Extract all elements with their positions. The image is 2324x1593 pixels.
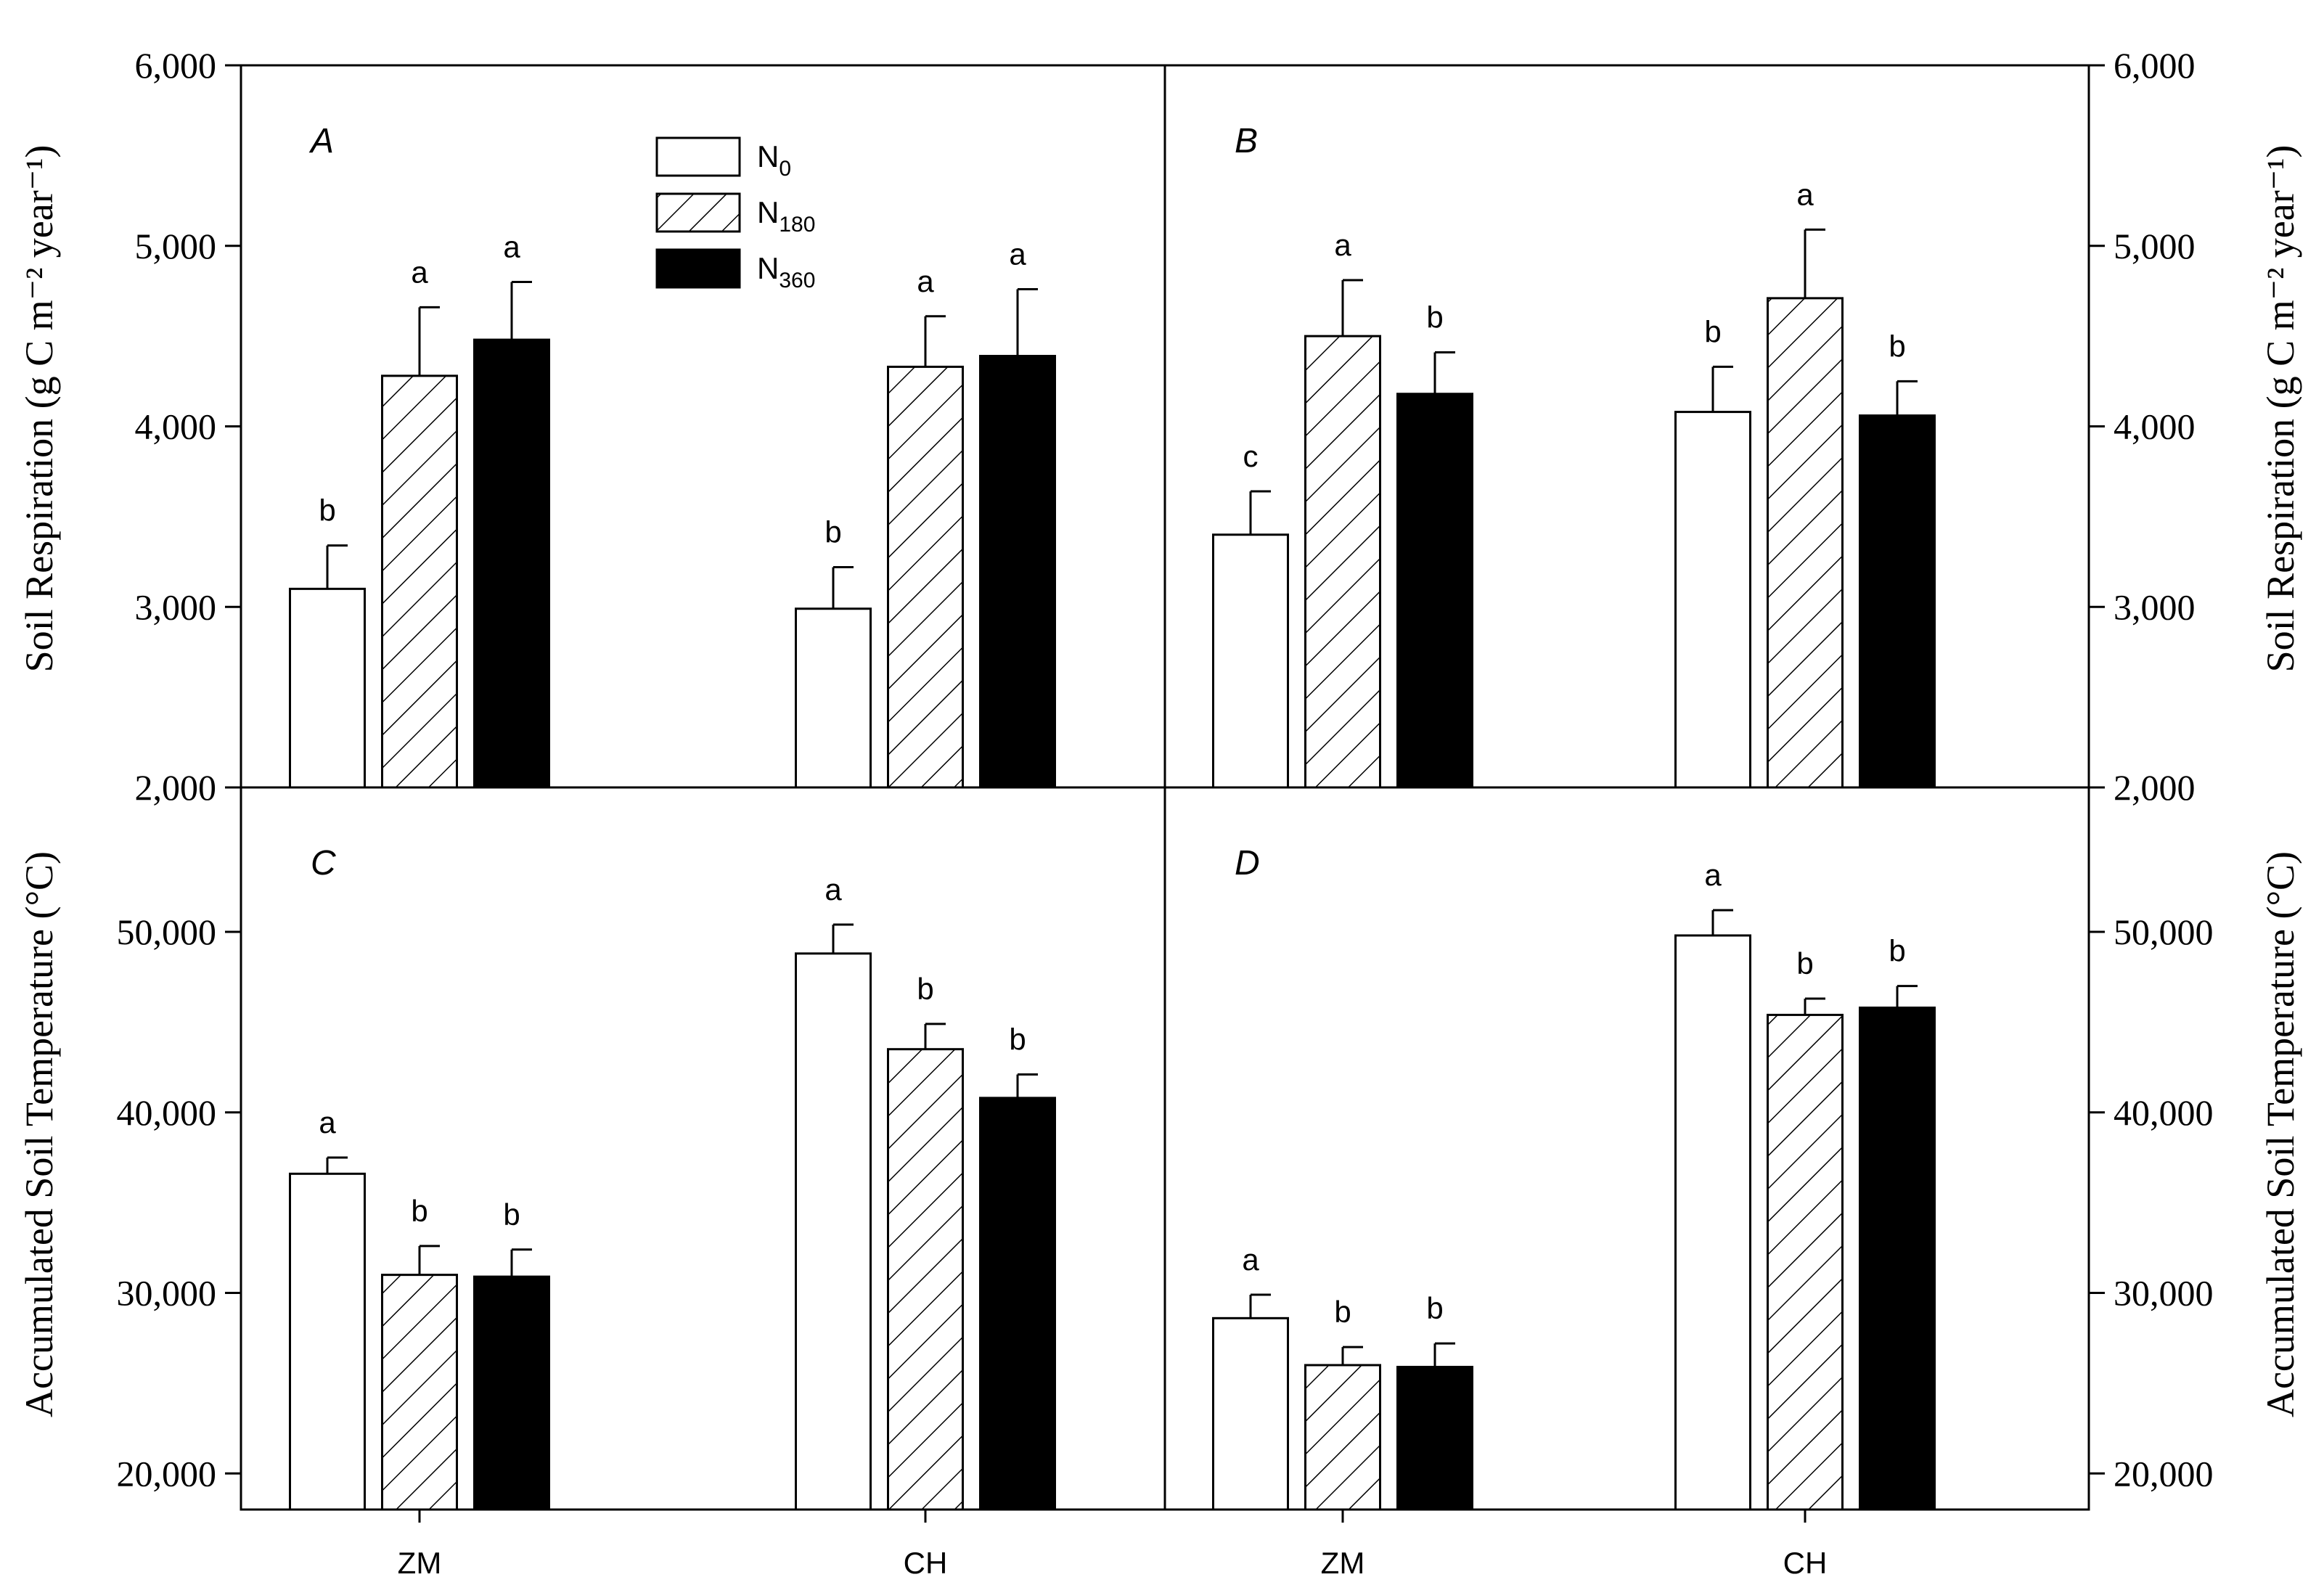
significance-letter: a: [411, 255, 428, 289]
bar-n0: [795, 607, 872, 789]
bar-n180: [1304, 1364, 1381, 1511]
x-tick-label: ZM: [398, 1546, 442, 1580]
significance-letter: b: [503, 1197, 520, 1232]
bar-n0: [1674, 934, 1751, 1511]
y-tick-label: 3,000: [135, 586, 217, 627]
y-tick-label: 40,000: [117, 1092, 217, 1133]
bar-n0: [1212, 1316, 1289, 1511]
x-tick-label: CH: [1783, 1546, 1828, 1580]
panel-label: D: [1235, 844, 1260, 883]
legend-label-subscript: 180: [779, 213, 815, 237]
y-tick-label: 4,000: [135, 406, 217, 447]
legend-label-n360: N360: [757, 251, 815, 292]
bar-n0: [1212, 533, 1289, 789]
significance-letter: b: [1334, 1295, 1351, 1329]
legend-label-subscript: 360: [779, 269, 815, 292]
significance-letter: a: [825, 872, 842, 906]
y-tick-label: 50,000: [2114, 912, 2214, 952]
legend-swatch-n0: [655, 136, 741, 177]
bar-n180: [381, 1274, 458, 1511]
significance-letter: b: [917, 972, 933, 1006]
significance-letter: a: [1242, 1242, 1259, 1277]
bar-n180: [1767, 297, 1844, 789]
legend-label-base: N: [757, 251, 779, 285]
y-tick-label: 30,000: [117, 1273, 217, 1314]
bar-n360: [1859, 414, 1936, 789]
bar-n0: [289, 587, 366, 789]
y-tick-label: 50,000: [117, 912, 217, 952]
significance-letter: b: [1889, 934, 1905, 968]
significance-letter: b: [1889, 329, 1905, 363]
bar-n180: [381, 374, 458, 789]
bar-n360: [979, 1097, 1056, 1511]
right-axis-title-bottom: Accumulated Soil Temperature (°C): [2259, 851, 2302, 1417]
y-tick-label: 30,000: [2114, 1273, 2214, 1314]
bar-n0: [795, 952, 872, 1511]
y-tick-label: 6,000: [2114, 45, 2196, 86]
panel-d: D 20,000 30,000 40,000 50,000 a b b ZM a b b CH: [1212, 844, 2214, 1580]
legend-label-subscript: 0: [779, 157, 791, 181]
bar-n0: [1674, 411, 1751, 789]
frame: [240, 64, 2090, 1511]
right-axis-title-top: Soil Respiration (g C m⁻² year⁻¹): [2259, 145, 2302, 673]
bar-n360: [1396, 393, 1473, 789]
significance-letter: b: [1704, 314, 1721, 348]
y-tick-label: 6,000: [135, 45, 217, 86]
panels: A 2,000 3,000 4,000 5,000 6,000 b a a b a a B 2,000 3,…: [117, 45, 2214, 1580]
significance-letter: b: [1426, 300, 1443, 335]
y-tick-label: 2,000: [2114, 767, 2196, 808]
legend-label-base: N: [757, 195, 779, 229]
bar-n360: [473, 1275, 550, 1511]
significance-letter: b: [319, 494, 335, 528]
significance-letter: b: [1009, 1023, 1026, 1057]
panel-label: B: [1235, 122, 1258, 160]
legend-label-base: N: [757, 139, 779, 173]
y-tick-label: 3,000: [2114, 586, 2196, 627]
y-tick-label: 2,000: [135, 767, 217, 808]
significance-letter: b: [411, 1194, 427, 1228]
panel-a: A 2,000 3,000 4,000 5,000 6,000 b a a b a a: [135, 45, 1056, 808]
legend-label-n0: N0: [757, 139, 791, 181]
bar-n0: [289, 1172, 366, 1511]
bar-n360: [1859, 1006, 1936, 1511]
significance-letter: a: [917, 264, 934, 298]
significance-letter: b: [1426, 1291, 1443, 1325]
significance-letter: b: [1796, 946, 1813, 980]
bar-n360: [1396, 1365, 1473, 1511]
left-axis-title-top: Soil Respiration (g C m⁻² year⁻¹): [17, 145, 61, 673]
significance-letter: a: [1334, 228, 1351, 262]
y-tick-label: 20,000: [117, 1453, 217, 1494]
legend-swatch-n360: [655, 248, 741, 289]
left-axis-title-bottom: Accumulated Soil Temperature (°C): [17, 851, 61, 1417]
x-tick-label: ZM: [1321, 1546, 1365, 1580]
panel-label: A: [308, 122, 334, 160]
significance-letter: a: [1704, 858, 1722, 892]
y-tick-label: 40,000: [2114, 1092, 2214, 1133]
bar-n180: [887, 365, 964, 789]
y-tick-label: 4,000: [2114, 406, 2196, 447]
significance-letter: a: [1796, 177, 1814, 211]
significance-letter: a: [1009, 237, 1026, 271]
x-tick-label: CH: [904, 1546, 948, 1580]
bar-n360: [979, 354, 1056, 789]
y-tick-label: 5,000: [2114, 226, 2196, 266]
legend-swatch-n180: [655, 192, 741, 233]
significance-letter: a: [319, 1105, 336, 1139]
panel-c: C 20,000 30,000 40,000 50,000 a b b ZM a b b CH: [117, 844, 1056, 1580]
bar-n180: [1767, 1013, 1844, 1511]
y-tick-label: 20,000: [2114, 1453, 2214, 1494]
significance-letter: c: [1243, 439, 1259, 473]
bar-n180: [1304, 335, 1381, 789]
legend-label-n180: N180: [757, 195, 815, 237]
y-tick-label: 5,000: [135, 226, 217, 266]
significance-letter: a: [503, 230, 520, 264]
panel-b: B 2,000 3,000 4,000 5,000 6,000 c a b b a b: [1212, 45, 2196, 808]
bar-n180: [887, 1048, 964, 1511]
panel-label: C: [311, 844, 336, 883]
significance-letter: b: [825, 515, 841, 549]
bar-n360: [473, 338, 550, 789]
